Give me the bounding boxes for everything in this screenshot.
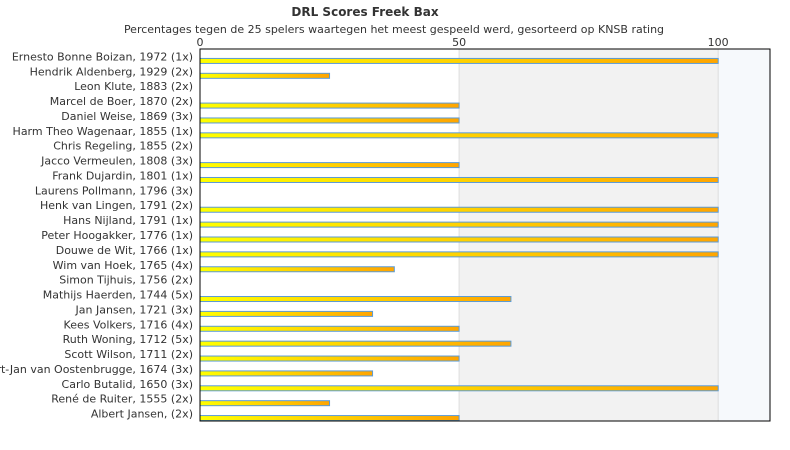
y-category-label: Mathijs Haerden, 1744 (5x) [43, 289, 193, 302]
bar [199, 400, 331, 407]
bar [199, 325, 460, 332]
y-category-label: Douwe de Wit, 1766 (1x) [56, 244, 193, 257]
y-category-label: Ernesto Bonne Boizan, 1972 (1x) [12, 50, 193, 63]
y-category-label: Frank Dujardin, 1801 (1x) [52, 169, 193, 182]
bar [199, 251, 719, 258]
y-category-label: Carlo Butalid, 1650 (3x) [62, 378, 193, 391]
y-category-label: Jan Jansen, 1721 (3x) [75, 303, 193, 316]
x-tick-label: 100 [708, 36, 729, 49]
y-category-label: Hendrik Aldenberg, 1929 (2x) [30, 65, 193, 78]
x-tick-label: 0 [197, 36, 204, 49]
y-category-label: Chris Regeling, 1855 (2x) [53, 140, 193, 153]
bar [199, 72, 331, 79]
bar [199, 206, 719, 213]
bar [199, 176, 719, 183]
y-category-label: Leon Klute, 1883 (2x) [74, 80, 193, 93]
bar [199, 370, 374, 377]
y-category-label: Laurens Pollmann, 1796 (3x) [35, 184, 193, 197]
plot-frame [199, 48, 771, 422]
bar [199, 132, 719, 139]
y-category-label: René de Ruiter, 1555 (2x) [51, 393, 193, 406]
y-category-label: Jacco Vermeulen, 1808 (3x) [40, 155, 193, 168]
bar [199, 296, 512, 303]
y-category-label: Hans Nijland, 1791 (1x) [63, 214, 193, 227]
y-category-label: Marcel de Boer, 1870 (2x) [50, 95, 193, 108]
band-50-100 [459, 49, 719, 421]
y-category-label: Harm Theo Wagenaar, 1855 (1x) [13, 125, 193, 138]
y-category-label: Henk van Lingen, 1791 (2x) [40, 199, 193, 212]
y-category-label: Wim van Hoek, 1765 (4x) [53, 259, 193, 272]
bar [199, 340, 512, 347]
chart-subtitle: Percentages tegen de 25 spelers waartege… [124, 23, 664, 36]
bar [199, 221, 719, 228]
y-category-label: Kees Volkers, 1716 (4x) [64, 318, 193, 331]
y-category-label: Simon Tijhuis, 1756 (2x) [59, 274, 193, 287]
bar [199, 266, 395, 273]
x-tick-label: 50 [452, 36, 466, 49]
bar [199, 57, 719, 64]
bar [199, 236, 719, 243]
y-category-label: Ruth Woning, 1712 (5x) [63, 333, 193, 346]
band-100-plus [718, 49, 770, 421]
y-category-label: Bert-Jan van Oostenbrugge, 1674 (3x) [0, 363, 193, 376]
bar [199, 415, 460, 422]
bar [199, 310, 374, 317]
chart-title: DRL Scores Freek Bax [291, 5, 438, 19]
bar [199, 102, 460, 109]
y-category-label: Daniel Weise, 1869 (3x) [61, 110, 193, 123]
y-category-label: Peter Hoogakker, 1776 (1x) [41, 229, 193, 242]
bar [199, 117, 460, 124]
bar [199, 355, 460, 362]
bar [199, 162, 460, 169]
y-category-label: Albert Jansen, (2x) [91, 408, 193, 421]
y-category-label: Scott Wilson, 1711 (2x) [64, 348, 193, 361]
bar [199, 385, 719, 392]
